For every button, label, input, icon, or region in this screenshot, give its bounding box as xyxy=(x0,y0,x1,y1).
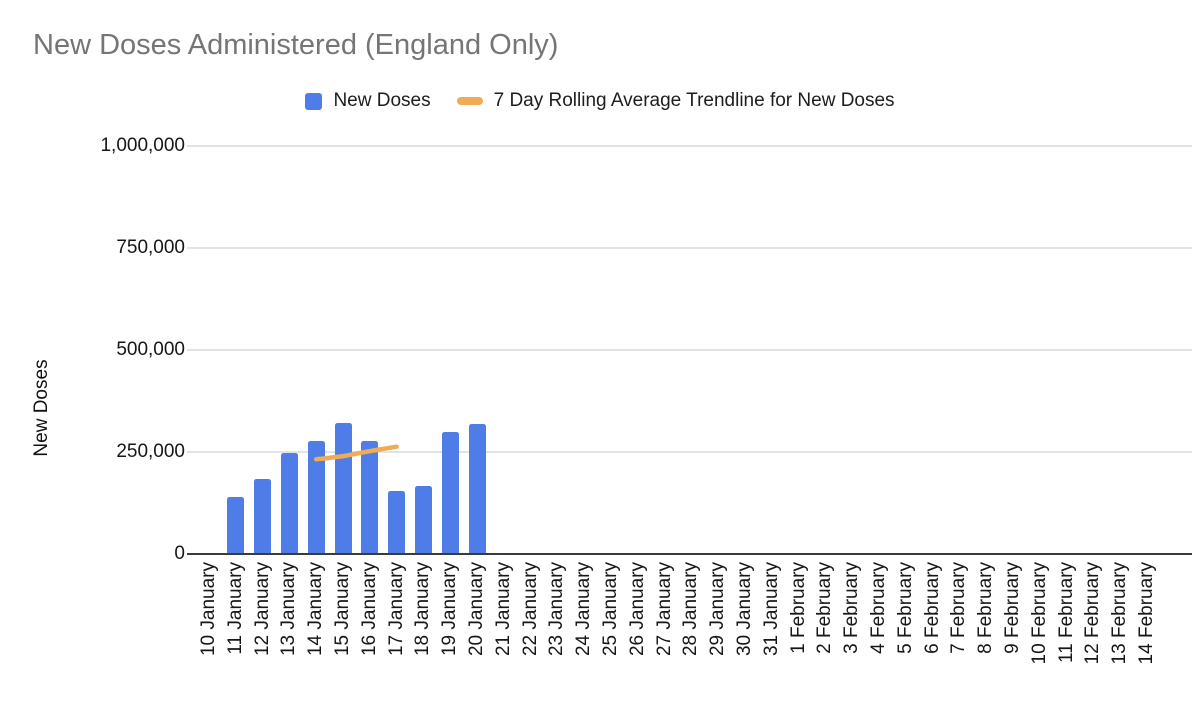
y-tick-label: 0 xyxy=(174,543,185,564)
x-tick-label: 23 January xyxy=(546,562,568,657)
x-tick-label: 18 January xyxy=(412,562,434,657)
x-tick-label: 13 February xyxy=(1109,562,1131,665)
x-axis-baseline xyxy=(187,553,1192,555)
y-gridline xyxy=(187,145,1192,147)
x-tick-label: 4 February xyxy=(868,562,889,654)
bar-11-january xyxy=(227,496,245,554)
x-tick-label: 11 February xyxy=(1055,562,1077,664)
new-doses-swatch-icon xyxy=(305,92,323,110)
x-tick-label: 10 January xyxy=(198,562,219,657)
x-tick-label: 26 January xyxy=(626,562,648,657)
y-axis-title: New Doses xyxy=(31,359,52,457)
y-tick-label: 750,000 xyxy=(116,237,185,258)
y-tick-label: 250,000 xyxy=(116,441,185,462)
y-tick-label: 500,000 xyxy=(116,339,185,360)
legend-item-trendline: 7 Day Rolling Average Trendline for New … xyxy=(456,90,895,112)
x-tick-label: 9 February xyxy=(1002,562,1023,654)
bar-17-january xyxy=(388,490,406,554)
x-tick-label: 7 February xyxy=(948,562,970,654)
bar-18-january xyxy=(414,485,432,554)
bar-14-january xyxy=(307,441,325,554)
x-tick-label: 14 February xyxy=(1136,562,1157,665)
bar-13-january xyxy=(280,453,298,554)
x-tick-label: 12 January xyxy=(251,562,273,657)
x-tick-label: 10 February xyxy=(1028,562,1050,665)
x-tick-label: 25 January xyxy=(600,562,621,657)
legend-label-new-doses: New Doses xyxy=(333,90,431,111)
x-tick-label: 14 January xyxy=(305,562,327,657)
y-gridline xyxy=(187,349,1192,351)
bar-19-january xyxy=(441,432,459,554)
x-tick-label: 5 February xyxy=(894,562,916,654)
x-tick-label: 12 February xyxy=(1082,562,1104,665)
x-tick-label: 1 February xyxy=(787,562,809,654)
x-tick-label: 30 January xyxy=(734,562,755,657)
bar-12-january xyxy=(254,478,272,554)
legend: New Doses 7 Day Rolling Average Trendlin… xyxy=(0,90,1200,112)
x-tick-label: 29 January xyxy=(707,562,729,657)
y-tick-label: 1,000,000 xyxy=(100,135,185,156)
x-tick-label: 17 January xyxy=(385,562,407,657)
x-tick-label: 2 February xyxy=(814,562,836,654)
x-tick-label: 24 January xyxy=(573,562,595,657)
legend-label-trendline: 7 Day Rolling Average Trendline for New … xyxy=(493,90,895,111)
trendline-dash-icon xyxy=(456,97,483,105)
x-tick-label: 28 January xyxy=(680,562,702,657)
chart-title: New Doses Administered (England Only) xyxy=(33,29,559,61)
x-tick-label: 21 January xyxy=(492,562,514,657)
y-gridline xyxy=(187,451,1192,453)
trendline-path xyxy=(313,444,399,462)
x-tick-label: 15 January xyxy=(332,562,353,657)
y-gridline xyxy=(187,247,1192,249)
x-tick-label: 6 February xyxy=(921,562,943,654)
x-tick-label: 8 February xyxy=(975,562,997,654)
x-tick-label: 16 January xyxy=(358,562,380,657)
legend-item-new-doses: New Doses xyxy=(305,90,431,112)
x-tick-label: 27 January xyxy=(653,562,675,657)
bar-16-january xyxy=(361,440,379,554)
x-tick-label: 31 January xyxy=(760,562,782,657)
bar-15-january xyxy=(334,422,352,554)
x-tick-label: 22 January xyxy=(519,562,541,657)
x-tick-label: 20 January xyxy=(466,562,487,657)
x-tick-label: 11 January xyxy=(224,562,246,655)
x-tick-label: 3 February xyxy=(841,562,863,654)
x-tick-label: 19 January xyxy=(439,562,461,657)
x-tick-label: 13 January xyxy=(278,562,300,657)
bar-20-january xyxy=(468,424,486,554)
